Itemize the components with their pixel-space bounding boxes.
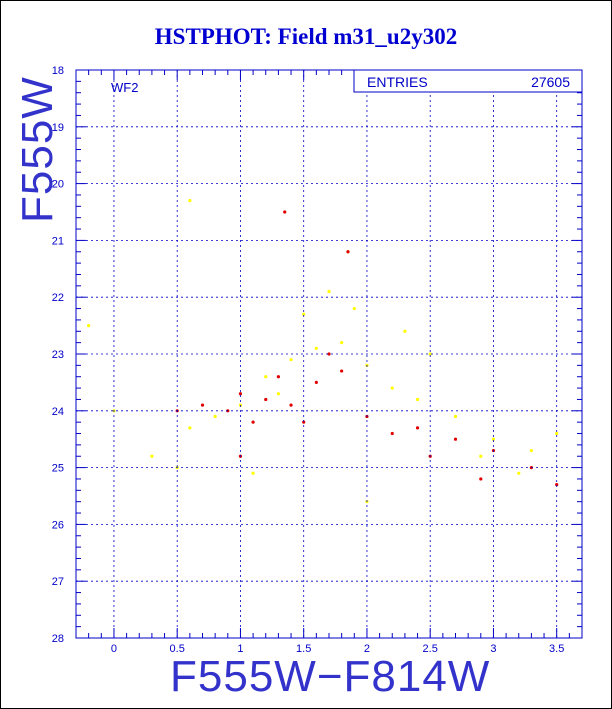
yellow-star-point [352, 306, 356, 311]
red-star-point [327, 352, 331, 356]
red-star-point [453, 437, 458, 441]
yellow-star-point [491, 437, 496, 441]
yellow-star-point [340, 341, 344, 345]
red-star-point [390, 431, 394, 436]
x-tick-label: 1.5 [296, 643, 311, 655]
y-tick-label: 22 [52, 292, 64, 304]
stats-box-border [353, 69, 583, 93]
yellow-star-point [188, 199, 192, 203]
red-star-point [555, 483, 559, 487]
red-star-point [276, 375, 280, 379]
yellow-star-point [314, 346, 318, 350]
yellow-star-point [150, 454, 154, 458]
red-star-point [479, 477, 483, 481]
x-tick-label: 0.5 [170, 643, 185, 655]
yellow-star-point [453, 414, 458, 419]
panel-label: WF2 [111, 80, 138, 95]
yellow-star-point [289, 358, 293, 362]
red-star-point [251, 420, 255, 424]
x-tick-label: 0 [111, 643, 117, 655]
x-tick-label: 2.5 [423, 643, 438, 655]
red-star-point [415, 426, 420, 430]
stats-entries-label: ENTRIES [367, 74, 428, 90]
red-star-point [340, 369, 344, 373]
tick-labels: 0 0.5 1 1.5 2 2.5 3 3.5 18 19 20 21 22 23 24 25 26 27 28 [52, 65, 565, 655]
y-tick-label: 28 [52, 633, 64, 645]
yellow-star-point [390, 386, 394, 390]
y-tick-label: 26 [52, 519, 64, 531]
red-star-point [289, 403, 293, 407]
data-points [87, 199, 559, 504]
red-star-point [283, 210, 287, 214]
y-tick-label: 18 [52, 65, 64, 77]
y-tick-label: 24 [52, 406, 64, 418]
red-star-point [302, 420, 306, 424]
yellow-star-point [428, 352, 432, 356]
x-tick-label: 3.5 [549, 643, 564, 655]
y-tick-label: 19 [52, 122, 64, 134]
x-tick-label: 2 [364, 643, 370, 655]
red-star-point [200, 403, 205, 407]
red-star-point [346, 250, 350, 254]
x-tick-label: 3 [490, 643, 496, 655]
y-tick-label: 21 [52, 235, 64, 247]
red-star-point [314, 380, 318, 384]
stats-box: ENTRIES 27605 [353, 69, 583, 93]
yellow-star-point [479, 454, 483, 458]
chart-title: HSTPHOT: Field m31_u2y302 [154, 24, 458, 49]
yellow-star-point [213, 414, 217, 419]
yellow-star-point [517, 471, 521, 475]
yellow-star-point [529, 448, 534, 453]
yellow-star-point [415, 397, 420, 402]
yellow-star-point [188, 426, 192, 430]
yellow-star-point [302, 312, 306, 316]
yellow-star-point [251, 471, 255, 475]
red-star-point [238, 392, 243, 396]
y-tick-label: 27 [52, 576, 64, 588]
stats-entries-value: 27605 [531, 74, 570, 90]
yellow-star-point [403, 329, 407, 333]
y-tick-label: 25 [52, 463, 64, 475]
red-star-point [264, 397, 268, 402]
y-tick-label: 20 [52, 179, 64, 191]
yellow-star-point [327, 289, 331, 294]
yellow-star-point [555, 431, 559, 436]
yellow-star-point [87, 324, 91, 328]
x-axis-label: F555W−F814W [170, 652, 491, 701]
y-tick-label: 23 [52, 349, 64, 361]
x-tick-label: 1 [237, 643, 243, 655]
yellow-star-point [276, 392, 280, 396]
yellow-star-point [264, 375, 268, 379]
